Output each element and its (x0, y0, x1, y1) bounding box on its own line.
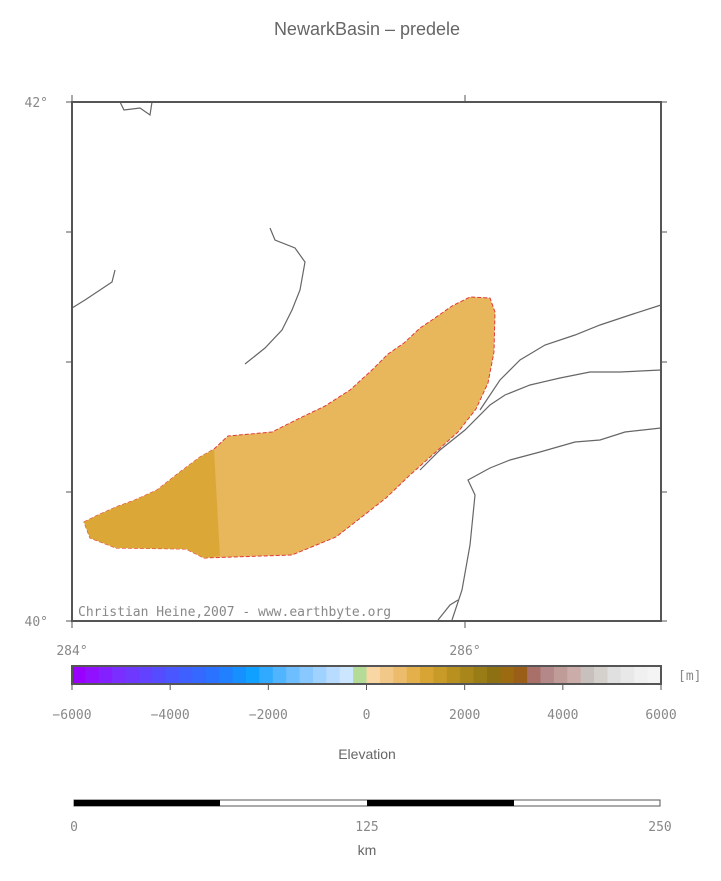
colorbar-swatch (165, 666, 180, 684)
basin-deep (84, 449, 220, 558)
colorbar-swatch (379, 666, 394, 684)
colorbar-swatch (299, 666, 314, 684)
colorbar-swatch (634, 666, 649, 684)
colorbar-swatch (540, 666, 555, 684)
lat-label: 40° (25, 615, 48, 630)
colorbar-swatch (232, 666, 247, 684)
colorbar-swatch (219, 666, 234, 684)
colorbar-swatch (179, 666, 193, 684)
colorbar-swatch (272, 666, 287, 684)
colorbar-swatch (473, 666, 488, 684)
scalebar-tick-label: 0 (70, 820, 78, 835)
colorbar-swatch (98, 666, 113, 684)
colorbar-swatch (527, 666, 542, 684)
lat-label: 42° (25, 96, 48, 111)
title: NewarkBasin – predele (274, 19, 460, 39)
colorbar-swatch (125, 666, 140, 684)
colorbar-swatch (152, 666, 167, 684)
lon-label: 284° (56, 644, 87, 659)
colorbar-swatch (259, 666, 274, 684)
scalebar-tick-label: 125 (355, 820, 378, 835)
scalebar (73, 799, 661, 807)
colorbar-swatch (72, 666, 86, 684)
colorbar-swatch (460, 666, 475, 684)
colorbar-tick-label: 2000 (449, 708, 480, 723)
colorbar-tick-label: 0 (363, 708, 371, 723)
colorbar: −6000 −4000 −2000 0 2000 4000 6000 (52, 666, 677, 723)
colorbar-swatch (580, 666, 595, 684)
colorbar-swatch (500, 666, 515, 684)
colorbar-swatch (513, 666, 528, 684)
colorbar-swatch (366, 666, 381, 684)
colorbar-swatch (192, 666, 207, 684)
credit: Christian Heine,2007 - www.earthbyte.org (78, 605, 391, 620)
scalebar-label: km (358, 842, 377, 858)
colorbar-swatch (607, 666, 622, 684)
colorbar-swatch (246, 666, 260, 684)
colorbar-swatch (312, 666, 327, 684)
scalebar-tick-label: 250 (648, 820, 671, 835)
colorbar-swatch (205, 666, 220, 684)
colorbar-swatch (567, 666, 582, 684)
colorbar-swatch (85, 666, 100, 684)
colorbar-swatch (138, 666, 153, 684)
colorbar-unit: [m] (678, 669, 701, 684)
colorbar-tick-label: −6000 (52, 708, 91, 723)
lon-label: 286° (449, 644, 480, 659)
colorbar-swatch (112, 666, 127, 684)
colorbar-swatch (326, 666, 341, 684)
colorbar-swatch (446, 666, 461, 684)
colorbar-swatch (647, 666, 662, 684)
scalebar-ticks: 0 125 250 (70, 820, 672, 835)
map: 42° 40° 284° 286° Christian Heine,2007 -… (25, 95, 667, 659)
colorbar-swatch (420, 666, 434, 684)
colorbar-swatch (553, 666, 568, 684)
colorbar-swatch (406, 666, 421, 684)
coastlines (71, 101, 662, 621)
colorbar-swatch (353, 666, 367, 684)
colorbar-swatch (486, 666, 501, 684)
colorbar-tick-label: 4000 (547, 708, 578, 723)
colorbar-swatch (286, 666, 301, 684)
colorbar-swatch (594, 666, 608, 684)
colorbar-label: Elevation (338, 746, 396, 762)
colorbar-tick-label: −4000 (151, 708, 190, 723)
colorbar-swatch (433, 666, 448, 684)
colorbar-tick-label: 6000 (645, 708, 676, 723)
frame-ticks (66, 95, 667, 628)
colorbar-swatch (393, 666, 408, 684)
colorbar-swatch (620, 666, 635, 684)
colorbar-frame (71, 665, 662, 685)
colorbar-swatch (339, 666, 354, 684)
colorbar-tick-label: −2000 (249, 708, 288, 723)
